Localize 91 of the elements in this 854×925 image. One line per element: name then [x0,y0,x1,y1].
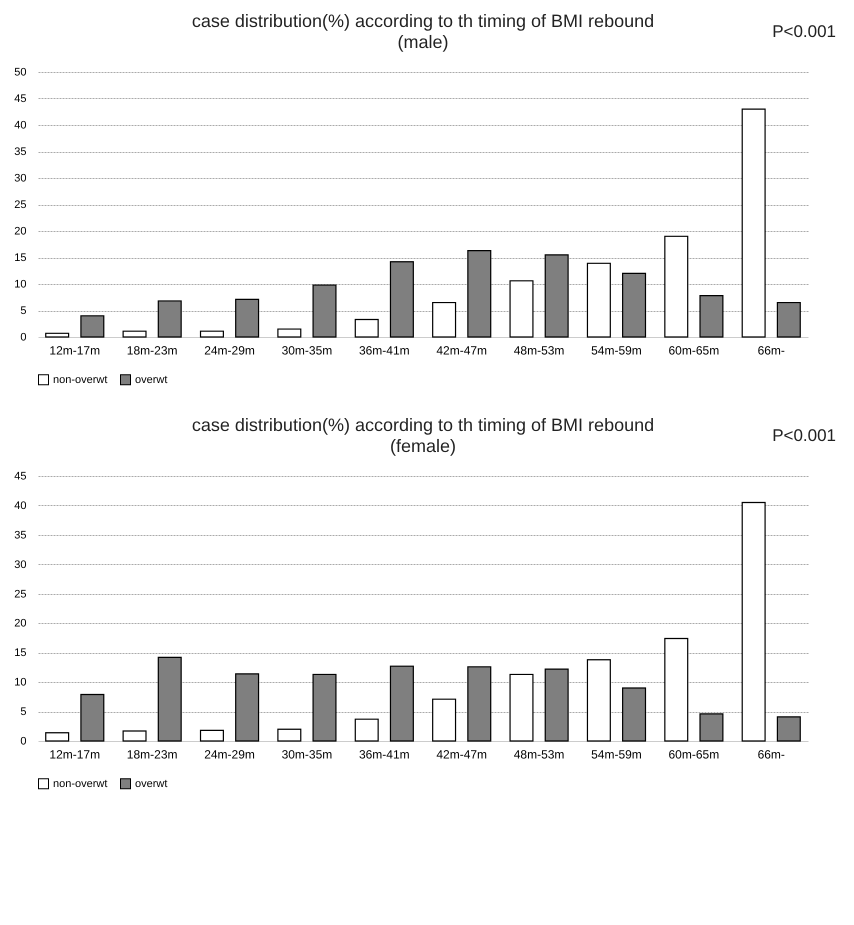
bar [235,673,260,742]
bar [509,280,534,338]
y-tick-label: 45 [14,470,26,482]
bar [312,674,337,742]
x-tick-label: 60m-65m [668,748,720,762]
bar [312,284,337,338]
x-tick-label: 18m-23m [126,344,178,358]
chart-subtitle: (female) [390,436,456,456]
bar [200,730,224,742]
y-tick-label: 15 [14,647,26,660]
x-tick-label: 36m-41m [358,748,410,762]
bar [277,728,302,742]
bar [235,298,260,338]
bar [699,713,724,742]
bar [544,668,569,742]
bar [158,300,182,338]
bar [80,315,104,338]
text: P<0.001 [772,22,836,42]
bar [664,638,688,742]
y-tick-label: 35 [14,146,26,158]
bar [277,328,302,338]
x-tick-label: 30m-35m [282,748,332,762]
y-tick-label: 0 [20,332,26,344]
bar [586,262,611,338]
x-tick-label: 48m-53m [514,748,564,762]
bar [45,732,70,742]
y-tick-label: 20 [14,618,26,630]
bar [622,272,646,338]
bar [622,687,646,742]
legend-label: non-overwt [53,778,108,790]
bar [390,261,414,338]
bar [158,656,182,742]
bar [432,302,456,338]
bar [699,295,724,338]
bar [742,502,766,742]
y-tick-label: 35 [14,529,26,542]
bar [200,330,224,338]
x-tick-label: 54m-59m [591,748,642,762]
x-tick-label: 60m-65m [668,344,720,358]
x-tick-label: 42m-47m [436,748,488,762]
bar [467,250,492,338]
y-tick-label: 50 [14,66,26,78]
y-tick-label: 20 [14,226,26,238]
bar [122,730,147,742]
y-tick-label: 5 [20,706,26,718]
y-tick-label: 10 [14,676,26,689]
x-tick-label: 36m-41m [358,344,410,358]
bar [742,108,766,338]
y-tick-label: 45 [14,93,26,105]
x-tick-label: 24m-29m [204,344,255,358]
x-tick-label: 66m- [758,344,785,358]
x-tick-label: 66m- [758,748,785,762]
x-tick-label: 12m-17m [49,748,100,762]
legend-label: overwt [135,374,168,386]
y-tick-label: 40 [14,500,26,512]
x-tick-label: 54m-59m [591,344,642,358]
x-tick-label: 48m-53m [514,344,564,358]
bar [122,330,147,338]
y-tick-label: 0 [20,736,26,748]
x-tick-label: 18m-23m [126,748,178,762]
bar [354,718,379,742]
bar [467,666,492,742]
y-tick-label: 40 [14,120,26,132]
x-tick-label: 30m-35m [282,344,332,358]
bar [586,659,611,742]
text: P<0.001 [772,426,836,446]
y-tick-label: 25 [14,199,26,211]
legend-label: overwt [135,778,168,790]
legend-label: non-overwt [53,374,108,386]
bar [390,666,414,742]
bar [354,318,379,338]
y-tick-label: 30 [14,172,26,184]
y-tick-label: 30 [14,558,26,571]
chart-title: case distribution(%) according to th timing of BMI rebound [192,415,654,435]
y-tick-label: 10 [14,278,26,290]
y-tick-label: 5 [20,305,26,317]
bar [664,236,688,338]
y-tick-label: 25 [14,588,26,600]
bar [509,674,534,742]
bar [80,694,104,742]
chart-subtitle: (male) [397,32,449,52]
bar [544,254,569,338]
y-tick-label: 15 [14,252,26,264]
x-tick-label: 42m-47m [436,344,488,358]
x-tick-label: 24m-29m [204,748,255,762]
bar [432,698,456,742]
bar [45,332,70,338]
bar [776,302,801,338]
bar [776,716,801,742]
chart-title: case distribution(%) according to th timing of BMI rebound [192,11,654,31]
x-tick-label: 12m-17m [49,344,100,358]
